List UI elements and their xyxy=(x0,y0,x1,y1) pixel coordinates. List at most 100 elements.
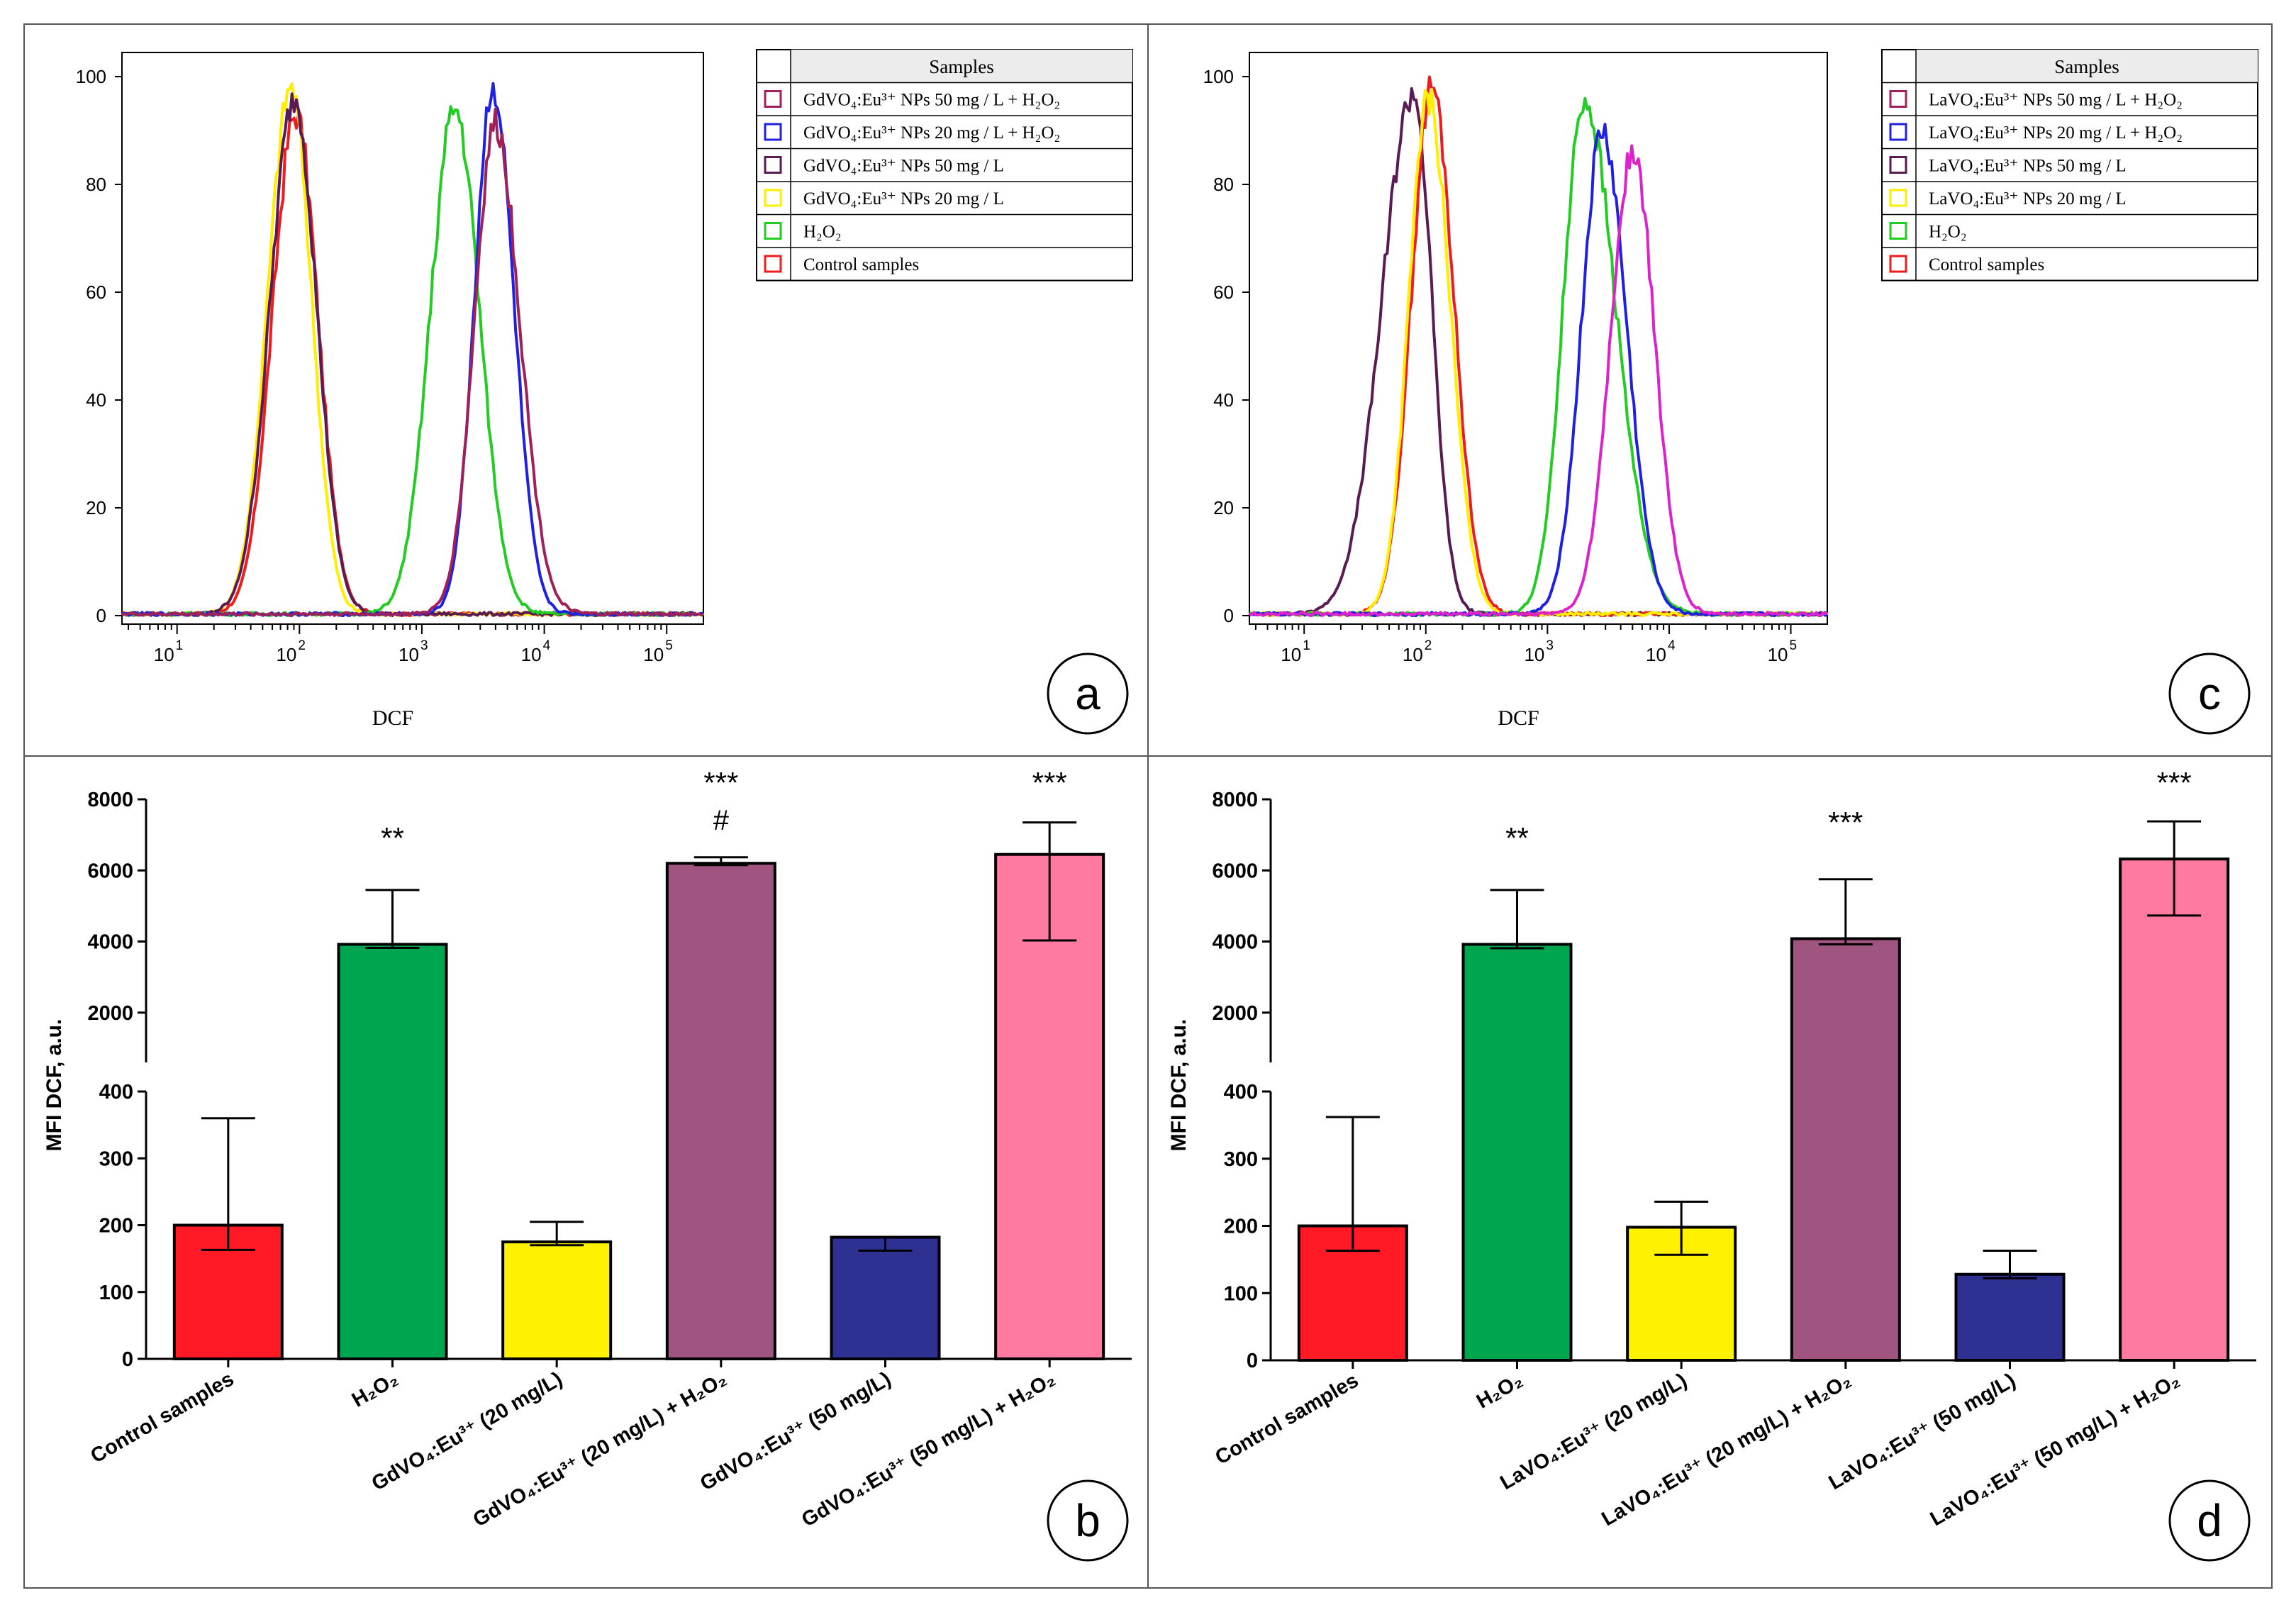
panel-label-circle-d xyxy=(2168,1479,2251,1562)
legend-swatch xyxy=(1889,123,1907,141)
bars: Control samples H₂O₂**LaVO₄:Eu³⁺ (20 mg/L… xyxy=(1212,766,2230,1531)
panel-label-circle-b xyxy=(1047,1479,1129,1562)
y-tick-label: 4000 xyxy=(1212,931,1258,954)
x-tick-label: 10 xyxy=(1768,644,1788,665)
legend-label: Control samples xyxy=(1929,255,2044,274)
legend-box xyxy=(1881,49,2258,282)
legend-label: GdVO₄:Eu³⁺ NPs 50 mg / L + H₂O₂ xyxy=(803,91,1060,110)
bar-lavo-eu-50-mg-l-h-o xyxy=(2119,857,2230,1362)
plot-border xyxy=(121,52,704,625)
legend-label: LaVO₄:Eu³⁺ NPs 50 mg / L xyxy=(1929,157,2127,176)
x-tick-label: 10 xyxy=(154,644,174,665)
x-tick-exponent: 5 xyxy=(1790,638,1798,653)
y-tick-label: 20 xyxy=(1213,497,1234,518)
legend-label: GdVO₄:Eu³⁺ NPs 50 mg / L xyxy=(803,157,1004,176)
legend-label: GdVO₄:Eu³⁺ NPs 20 mg / L xyxy=(803,189,1004,209)
bar-lavo-eu-20-mg-l-h-o xyxy=(1790,937,1901,1362)
y-tick-label: 20 xyxy=(86,497,106,518)
legend-label: LaVO₄:Eu³⁺ NPs 20 mg / L xyxy=(1929,189,2127,209)
y-tick-label: 40 xyxy=(86,389,106,411)
significance-label: *** xyxy=(2157,766,2192,799)
panel-label-b: b xyxy=(1075,1495,1100,1546)
bar-h-o xyxy=(337,943,448,1360)
bar-gdvo-eu-50-mg-l-h-o xyxy=(994,852,1105,1361)
legend-title: Samples xyxy=(929,56,994,77)
significance-label: ** xyxy=(381,821,404,855)
y-tick-label: 0 xyxy=(122,1348,133,1371)
y-tick-label: 60 xyxy=(86,282,106,303)
x-axis: 10 1 10 2 10 3 10 4 10 5 xyxy=(1254,624,1798,665)
significance-label: *** xyxy=(1828,806,1863,839)
x-tick-label: 10 xyxy=(1403,644,1423,665)
y-tick-label: 40 xyxy=(1213,389,1234,411)
y-tick-label: 400 xyxy=(99,1081,133,1104)
legend-box xyxy=(756,49,1133,282)
panel-grid xyxy=(23,23,2273,1589)
series xyxy=(121,82,705,617)
y-tick-label: 60 xyxy=(1213,282,1234,303)
x-tick-exponent: 2 xyxy=(1425,638,1432,653)
legend: Samples LaVO₄:Eu³⁺ NPs 50 mg / L + H₂O₂ La… xyxy=(1881,49,2258,282)
significance-label: ** xyxy=(1505,821,1529,855)
y-tick-label: 100 xyxy=(99,1282,133,1304)
plot-frame: 0 20 40 60 80 100 xyxy=(76,52,704,626)
y-tick-label: 200 xyxy=(99,1215,133,1238)
significance-label: *** xyxy=(703,766,738,799)
y-tick-label: 400 xyxy=(1224,1081,1258,1104)
y-tick-label: 100 xyxy=(76,66,106,87)
y-tick-label: 6000 xyxy=(1212,860,1258,882)
legend-swatch xyxy=(764,90,782,108)
bar-panel-d: 0 100 200 300 400 2000 4000 6000 8000 MFI DCF, a.… xyxy=(1167,766,2256,1531)
y-axis-label: MFI DCF, a.u. xyxy=(1167,1019,1191,1152)
y-tick-label: 100 xyxy=(1224,1282,1258,1305)
y-axis: 0 100 200 300 400 2000 4000 6000 8000 xyxy=(1212,789,2256,1372)
plot-frame: 0 20 40 60 80 100 xyxy=(1203,52,1828,626)
series xyxy=(1248,75,1829,617)
x-tick-exponent: 3 xyxy=(420,638,428,653)
legend-label: GdVO₄:Eu³⁺ NPs 20 mg / L + H₂O₂ xyxy=(803,123,1060,143)
panel-label-d: d xyxy=(2197,1495,2222,1546)
legend-swatch xyxy=(764,156,782,174)
series-line-lavo-eu-nps-50-mg-l-h-o xyxy=(1249,144,1828,617)
legend-header-bg xyxy=(1916,50,2258,83)
bar-gdvo-eu-50-mg-l xyxy=(830,1235,941,1360)
plot-border xyxy=(1249,52,1828,625)
y-tick-label: 4000 xyxy=(87,931,133,954)
y-tick-label: 200 xyxy=(1224,1216,1258,1238)
legend-swatch xyxy=(764,222,782,240)
y-tick-label: 80 xyxy=(1213,174,1234,195)
y-tick-label: 300 xyxy=(99,1148,133,1170)
y-tick-label: 100 xyxy=(1203,66,1234,87)
legend-label: H₂O₂ xyxy=(803,223,842,242)
y-tick-label: 6000 xyxy=(87,860,133,882)
x-tick-exponent: 4 xyxy=(1668,638,1676,653)
x-tick-exponent: 3 xyxy=(1546,638,1554,653)
x-tick-exponent: 1 xyxy=(1303,638,1310,653)
legend-swatch xyxy=(1889,90,1907,108)
x-tick-label: 10 xyxy=(1646,644,1666,665)
x-tick-label: 10 xyxy=(1524,644,1544,665)
panel-label-c: c xyxy=(2198,668,2221,719)
y-axis-label: MFI DCF, a.u. xyxy=(43,1019,66,1152)
y-tick-label: 0 xyxy=(1224,605,1234,626)
legend-header-bg xyxy=(791,50,1132,83)
legend-title: Samples xyxy=(2054,56,2119,77)
x-tick-label: 10 xyxy=(1281,644,1301,665)
legend-swatch xyxy=(764,189,782,207)
legend-swatch xyxy=(764,123,782,141)
significance-label-secondary: # xyxy=(713,805,730,836)
x-tick-exponent: 4 xyxy=(543,638,551,653)
x-tick-label: 10 xyxy=(276,644,296,665)
legend-label: H₂O₂ xyxy=(1929,223,1967,242)
bar-gdvo-eu-20-mg-l xyxy=(501,1240,613,1360)
panel-label-circle-c xyxy=(2168,652,2251,735)
x-tick-exponent: 5 xyxy=(665,638,673,653)
legend-swatch xyxy=(1889,255,1907,273)
x-tick-label: 10 xyxy=(521,644,542,665)
legend-label: LaVO₄:Eu³⁺ NPs 50 mg / L + H₂O₂ xyxy=(1929,91,2183,110)
x-tick-label: 10 xyxy=(399,644,419,665)
panel-label-a: a xyxy=(1075,668,1100,719)
